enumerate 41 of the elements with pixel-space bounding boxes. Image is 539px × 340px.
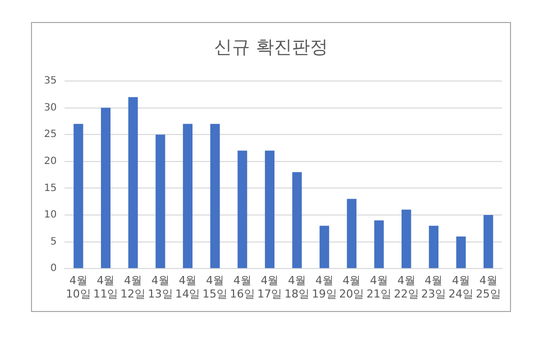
- x-tick-label: 4월 16일: [230, 274, 255, 300]
- bar: [484, 215, 494, 268]
- bar: [264, 150, 274, 268]
- x-tick-label: 4월 24일: [448, 274, 474, 300]
- bar: [456, 236, 466, 268]
- x-tick-label: 4월 11일: [93, 274, 118, 300]
- bar: [74, 124, 84, 268]
- bar: [402, 210, 412, 268]
- y-tick-label: 25: [44, 129, 57, 140]
- bar: [100, 108, 110, 268]
- y-tick-label: 20: [44, 156, 57, 167]
- x-tick-label: 4월 19일: [312, 274, 337, 300]
- bar: [320, 226, 330, 268]
- x-tick-label: 4월 25일: [476, 274, 501, 300]
- bar: [128, 97, 138, 268]
- y-tick-label: 35: [44, 76, 57, 87]
- y-tick-label: 5: [50, 236, 57, 248]
- x-tick-label: 4월 10일: [66, 274, 91, 300]
- x-tick-label: 4월 15일: [202, 274, 228, 300]
- bar: [156, 134, 166, 268]
- bar: [210, 124, 220, 268]
- x-tick-label: 4월 17일: [257, 274, 282, 300]
- x-tick-label: 4월 21일: [366, 274, 392, 300]
- x-tick-label: 4월 22일: [394, 274, 419, 300]
- y-tick-label: 0: [50, 263, 57, 274]
- bar: [374, 220, 384, 268]
- bar: [238, 150, 248, 268]
- x-tick-label: 4월 18일: [284, 274, 310, 300]
- x-tick-label: 4월 13일: [148, 274, 173, 300]
- y-tick-label: 15: [44, 182, 57, 194]
- bar: [346, 198, 356, 268]
- y-tick-label: 10: [44, 210, 57, 221]
- bar: [428, 226, 438, 268]
- chart-title: 신규 확진판정: [213, 36, 329, 59]
- y-tick-label: 30: [44, 102, 57, 114]
- x-tick-label: 4월 14일: [175, 274, 200, 300]
- bar: [182, 124, 192, 268]
- x-tick-label: 4월 20일: [339, 274, 364, 300]
- x-tick-label: 4월 23일: [421, 274, 446, 300]
- bar: [292, 172, 302, 268]
- x-tick-label: 4월 12일: [120, 274, 146, 300]
